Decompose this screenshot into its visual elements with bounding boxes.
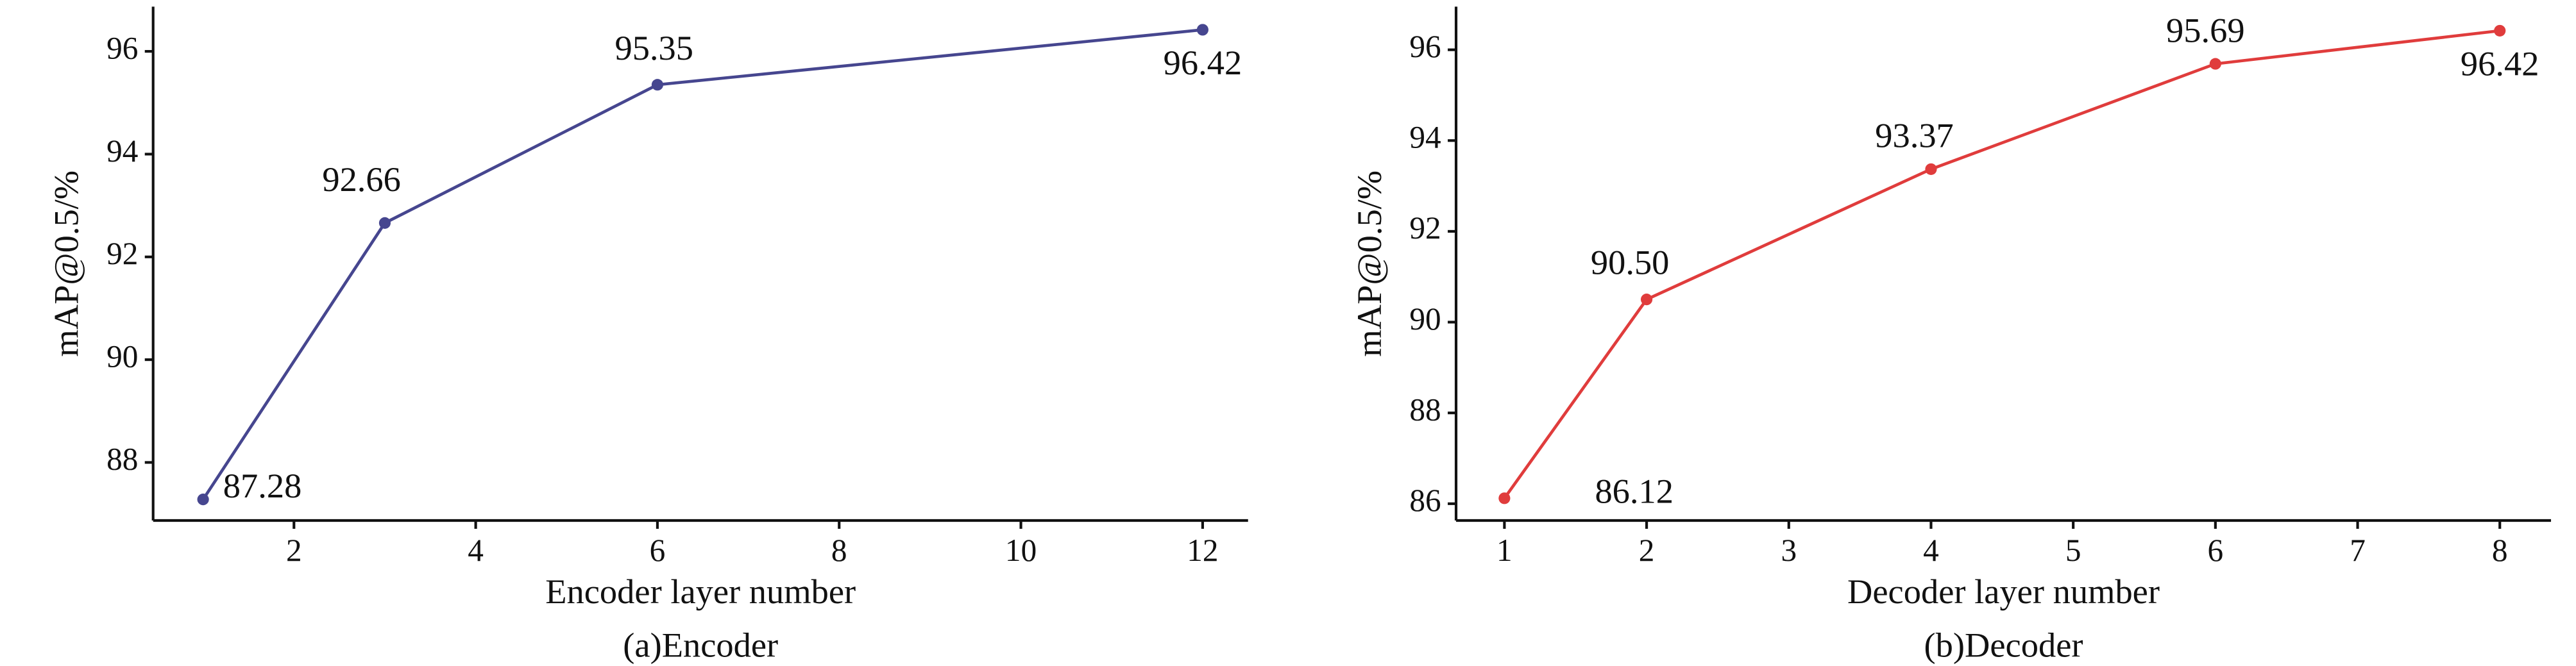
x-tick-label: 5 (2065, 533, 2081, 568)
data-label: 95.35 (614, 28, 693, 67)
y-tick-label: 96 (106, 30, 138, 65)
data-label: 86.12 (1595, 472, 1674, 511)
y-tick-label: 90 (1409, 301, 1441, 337)
data-label: 92.66 (322, 160, 401, 199)
point (651, 79, 664, 91)
x-tick-label: 4 (468, 533, 484, 568)
x-tick-label: 12 (1187, 533, 1218, 568)
y-tick-label: 88 (1409, 392, 1441, 427)
x-tick-label: 10 (1005, 533, 1037, 568)
x-tick-label: 6 (650, 533, 666, 568)
y-tick-label: 92 (1409, 210, 1441, 246)
y-tick-label: 86 (1409, 483, 1441, 518)
point (1641, 294, 1653, 306)
y-axis-label: mAP@0.5/% (47, 171, 86, 357)
x-tick-label: 7 (2350, 533, 2366, 568)
caption: (b)Decoder (1924, 625, 2083, 664)
data-label: 96.42 (2461, 44, 2539, 83)
caption: (a)Encoder (623, 625, 778, 664)
data-label: 87.28 (223, 466, 302, 505)
x-tick-label: 2 (286, 533, 302, 568)
x-axis-label: Encoder layer number (545, 572, 856, 611)
point (1925, 163, 1937, 175)
y-tick-label: 96 (1409, 29, 1441, 64)
y-tick-label: 94 (1409, 120, 1441, 155)
data-label: 95.69 (2166, 10, 2245, 49)
point (1196, 24, 1208, 36)
data-label: 90.50 (1591, 243, 1670, 282)
x-tick-label: 4 (1923, 533, 1939, 568)
x-tick-label: 1 (1496, 533, 1513, 568)
y-tick-label: 88 (106, 442, 138, 477)
x-tick-label: 8 (831, 533, 847, 568)
point (197, 494, 209, 506)
data-label: 96.42 (1164, 43, 1242, 82)
point (1498, 492, 1511, 504)
y-tick-label: 90 (106, 338, 138, 374)
x-tick-label: 6 (2208, 533, 2224, 568)
x-tick-label: 2 (1639, 533, 1655, 568)
y-tick-label: 94 (106, 133, 138, 169)
point (2494, 24, 2506, 37)
x-axis-label: Decoder layer number (1847, 572, 2160, 611)
data-label: 93.37 (1875, 116, 1954, 155)
point (2209, 58, 2221, 70)
line (201, 28, 1203, 501)
x-tick-label: 3 (1781, 533, 1797, 568)
y-axis-label: mAP@0.5/% (1350, 171, 1389, 357)
point (378, 217, 391, 229)
y-tick-label: 92 (106, 236, 138, 271)
x-tick-label: 8 (2492, 533, 2508, 568)
